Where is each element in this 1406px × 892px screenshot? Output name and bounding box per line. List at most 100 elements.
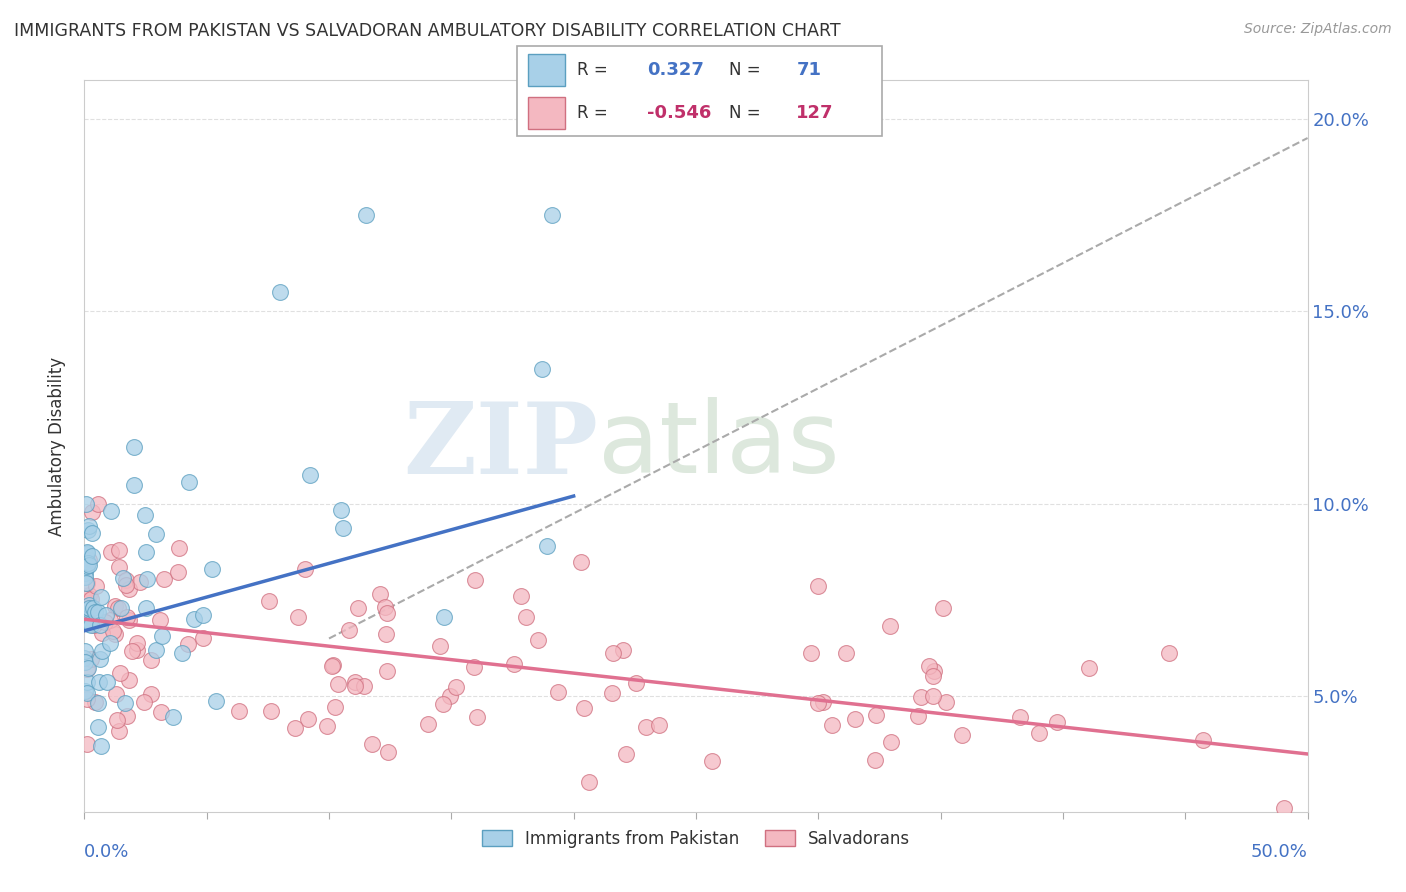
Point <box>75 570 97 584</box>
Point <box>117 610 139 624</box>
Point <box>77 600 100 615</box>
Point <box>75 603 97 617</box>
Point <box>82 549 104 564</box>
Point <box>298 468 321 483</box>
Point <box>76 685 98 699</box>
Point <box>76 691 98 706</box>
Point <box>166 565 188 579</box>
Point <box>108 542 131 557</box>
Text: 127: 127 <box>796 104 834 122</box>
Point <box>950 728 973 742</box>
Point <box>375 664 398 678</box>
Point <box>880 735 903 749</box>
Point <box>464 573 486 587</box>
Point <box>821 718 844 732</box>
Point <box>287 609 309 624</box>
Point <box>90 591 112 605</box>
Point <box>446 680 468 694</box>
Text: N =: N = <box>730 104 766 122</box>
Point <box>89 618 111 632</box>
Point <box>101 624 124 639</box>
Point <box>193 632 215 646</box>
Point <box>87 720 110 734</box>
Point <box>918 659 941 673</box>
Point <box>323 700 346 714</box>
Point <box>80 505 103 519</box>
Point <box>96 675 118 690</box>
Point <box>108 724 131 739</box>
Point <box>118 613 141 627</box>
FancyBboxPatch shape <box>529 54 565 86</box>
Point <box>922 664 945 678</box>
Point <box>111 571 134 585</box>
Text: atlas: atlas <box>598 398 839 494</box>
Point <box>114 578 136 592</box>
Point <box>648 718 671 732</box>
Point <box>118 673 141 687</box>
Point <box>122 441 145 455</box>
Point <box>73 643 96 657</box>
Point <box>432 697 454 711</box>
Point <box>321 659 343 673</box>
Point <box>79 617 101 632</box>
Point <box>76 523 98 537</box>
Point <box>90 739 112 754</box>
Point <box>347 601 370 615</box>
Point <box>879 618 901 632</box>
Point <box>100 504 122 518</box>
Point <box>465 710 488 724</box>
Point <box>73 656 96 670</box>
Point <box>76 597 98 611</box>
Point <box>162 710 184 724</box>
Point <box>79 588 101 602</box>
Point <box>76 615 98 630</box>
Point <box>536 540 558 554</box>
Text: 71: 71 <box>796 61 821 78</box>
Point <box>807 696 830 710</box>
Point <box>129 575 152 590</box>
Text: R =: R = <box>576 61 613 78</box>
Point <box>439 689 461 703</box>
Point <box>377 745 399 759</box>
Point <box>127 642 149 657</box>
Point <box>204 694 226 708</box>
Point <box>294 562 316 576</box>
Point <box>114 573 136 587</box>
Point <box>89 652 111 666</box>
Point <box>105 714 128 728</box>
Text: -0.546: -0.546 <box>647 104 711 122</box>
Point <box>935 695 957 709</box>
Point <box>1028 726 1050 740</box>
Point <box>98 613 121 627</box>
Point <box>83 605 105 619</box>
Point <box>79 553 101 567</box>
Point <box>193 608 215 623</box>
Point <box>374 626 396 640</box>
Point <box>1341 801 1364 815</box>
Point <box>80 652 103 666</box>
Point <box>284 722 307 736</box>
Point <box>122 478 145 492</box>
Text: R =: R = <box>576 104 613 122</box>
FancyBboxPatch shape <box>529 97 565 129</box>
Point <box>75 576 97 591</box>
Legend: Immigrants from Pakistan, Salvadorans: Immigrants from Pakistan, Salvadorans <box>475 823 917 855</box>
Point <box>73 548 96 562</box>
Point <box>1327 709 1350 723</box>
Point <box>569 555 592 569</box>
Point <box>337 624 360 638</box>
Point <box>145 527 167 541</box>
Point <box>76 576 98 591</box>
Point <box>636 720 658 734</box>
Point <box>201 562 224 576</box>
Point <box>77 556 100 570</box>
Point <box>177 637 200 651</box>
Point <box>429 640 451 654</box>
Point <box>183 612 205 626</box>
Point <box>922 689 945 703</box>
Point <box>80 525 103 540</box>
Point <box>132 695 155 709</box>
Point <box>75 613 97 627</box>
Text: 0.0%: 0.0% <box>84 843 129 861</box>
Point <box>315 719 337 733</box>
